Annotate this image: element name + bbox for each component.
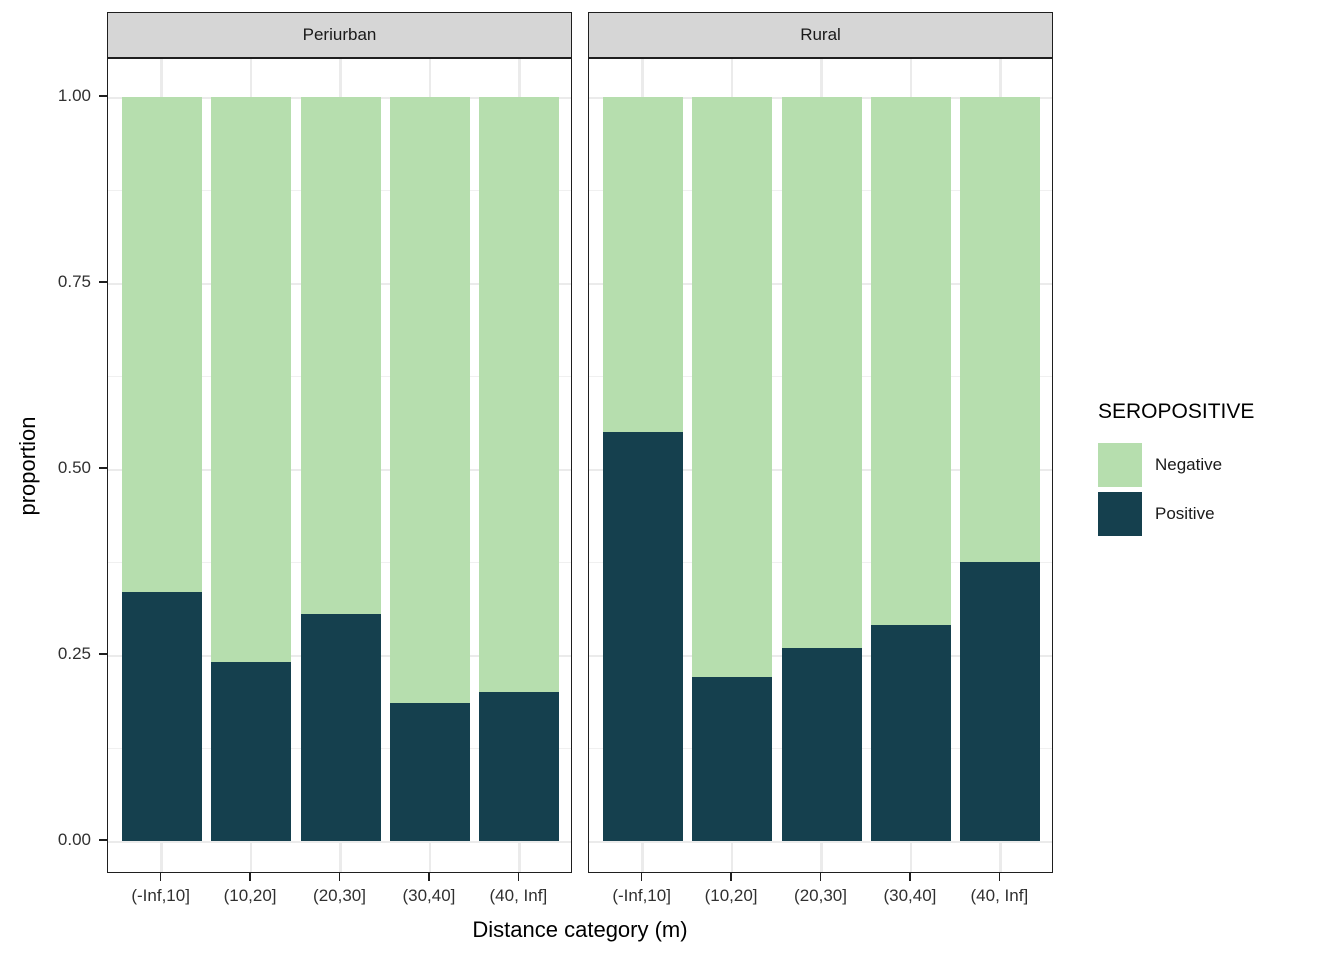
x-tick xyxy=(517,873,520,881)
y-tick xyxy=(99,281,107,283)
legend-swatch-positive xyxy=(1098,492,1142,536)
bar-positive xyxy=(781,647,862,841)
facet-strip-periurban: Periurban xyxy=(107,12,572,58)
x-tick xyxy=(640,873,643,881)
x-tick-label: (10,20] xyxy=(223,886,277,905)
x-tick-label: (10,20] xyxy=(704,886,758,905)
bar-positive xyxy=(300,614,381,841)
legend-item-negative: Negative xyxy=(1098,443,1222,487)
y-tick xyxy=(99,653,107,655)
bar-positive xyxy=(121,591,202,841)
bar-negative xyxy=(692,97,773,678)
panel-rural xyxy=(588,58,1053,873)
y-tick xyxy=(99,95,107,97)
bar-negative xyxy=(389,97,470,704)
y-tick xyxy=(99,839,107,841)
y-tick-label: 0.00 xyxy=(57,830,91,849)
bar-positive xyxy=(870,625,951,841)
bar-negative xyxy=(870,97,951,626)
bar-positive xyxy=(960,562,1041,841)
x-tick-label: (20,30] xyxy=(313,886,366,905)
bar-negative xyxy=(211,97,292,663)
x-tick xyxy=(909,873,911,881)
x-tick xyxy=(730,873,732,881)
bar-positive xyxy=(602,431,683,841)
bar-negative xyxy=(479,97,560,693)
x-tick-label: (30,40] xyxy=(402,886,456,905)
x-tick xyxy=(428,873,430,881)
legend-label: Negative xyxy=(1155,455,1223,474)
x-tick xyxy=(338,873,341,881)
bar-negative xyxy=(121,97,202,592)
x-tick-label: (40, Inf] xyxy=(970,886,1029,905)
y-tick-label: 0.50 xyxy=(57,458,91,477)
y-tick-label: 0.75 xyxy=(57,272,91,291)
x-tick-label: (30,40] xyxy=(883,886,937,905)
panel-periurban xyxy=(107,58,572,873)
y-tick xyxy=(99,467,107,469)
x-axis-title: Distance category (m) xyxy=(472,917,688,942)
x-tick-label: (40, Inf] xyxy=(489,886,548,905)
facet-strip-label: Periurban xyxy=(302,25,377,44)
legend-item-positive: Positive xyxy=(1098,492,1215,536)
y-tick-label: 0.25 xyxy=(57,644,91,663)
x-tick xyxy=(998,873,1001,881)
y-tick-label: 1.00 xyxy=(57,86,91,105)
x-tick-label: (20,30] xyxy=(794,886,847,905)
bar-negative xyxy=(602,97,683,432)
bar-negative xyxy=(960,97,1041,562)
legend-swatch-negative xyxy=(1098,443,1142,487)
facet-strip-label: Rural xyxy=(800,25,841,44)
bar-positive xyxy=(479,692,560,841)
x-tick-label: (-Inf,10] xyxy=(612,886,671,905)
bar-negative xyxy=(781,97,862,648)
bar-positive xyxy=(692,677,773,841)
x-tick xyxy=(249,873,251,881)
bar-positive xyxy=(389,703,470,841)
facet-strip-rural: Rural xyxy=(588,12,1053,58)
bar-negative xyxy=(300,97,381,615)
x-tick xyxy=(819,873,822,881)
bar-positive xyxy=(211,662,292,841)
legend-label: Positive xyxy=(1155,504,1215,523)
x-tick xyxy=(159,873,162,881)
x-tick-label: (-Inf,10] xyxy=(131,886,190,905)
legend-title: SEROPOSITIVE xyxy=(1098,400,1255,423)
